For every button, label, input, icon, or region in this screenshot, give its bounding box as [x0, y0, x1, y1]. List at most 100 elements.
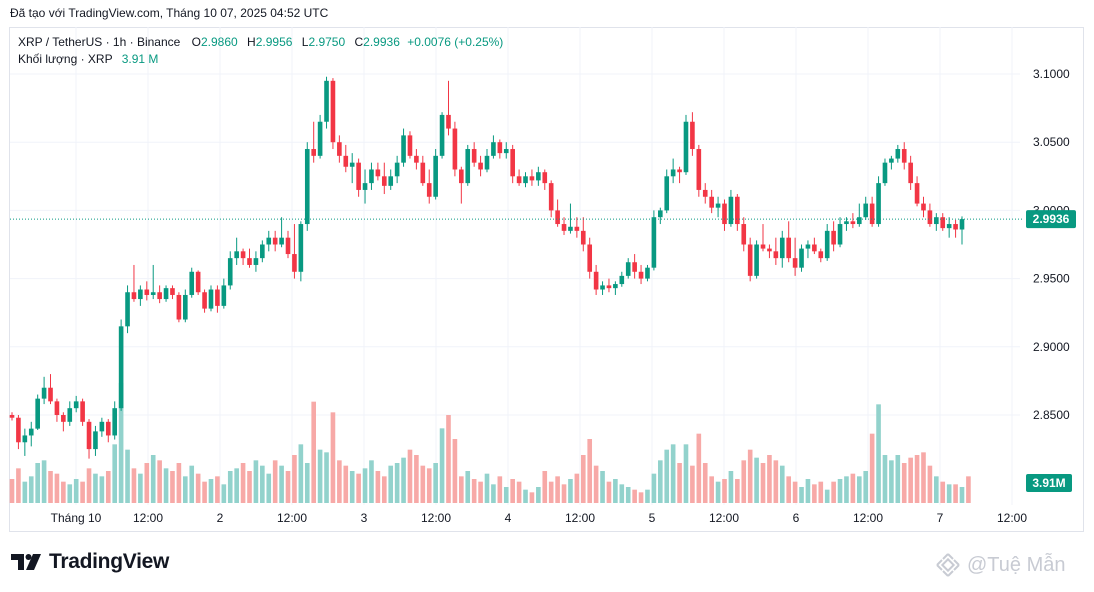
- volume-bars: [9, 383, 971, 503]
- author-watermark: @Tuệ Mẫn: [935, 552, 1066, 578]
- volume-bar: [831, 481, 836, 503]
- candle-body: [792, 258, 798, 268]
- x-tick-label: Tháng 10: [51, 511, 102, 525]
- candle-body: [600, 285, 605, 290]
- candle-body: [568, 226, 573, 231]
- candle-body: [221, 285, 227, 306]
- volume-bar: [536, 487, 541, 503]
- y-tick-label: 3.1000: [1033, 67, 1070, 81]
- candle-body: [446, 114, 451, 129]
- candle-body: [837, 224, 843, 245]
- volume-bar: [824, 489, 830, 503]
- candle-body: [118, 326, 124, 409]
- volume-bar: [471, 479, 477, 503]
- volume-bar: [144, 463, 150, 503]
- volume-bar: [375, 471, 381, 503]
- candle-body: [876, 183, 881, 225]
- candle-body: [561, 224, 567, 231]
- candle-body: [260, 244, 265, 259]
- candle-body: [234, 251, 239, 259]
- volume-bar: [118, 383, 124, 503]
- volume-bar: [895, 455, 901, 503]
- chart-frame: [9, 27, 1084, 532]
- candle-body: [645, 267, 650, 279]
- candle-body: [651, 217, 657, 268]
- candle-body: [343, 155, 349, 167]
- candle-body: [786, 237, 791, 259]
- candle-body: [80, 401, 85, 422]
- candle-body: [401, 135, 406, 163]
- candle-body: [163, 288, 169, 300]
- volume-bar: [381, 476, 387, 503]
- candle-body: [856, 217, 862, 225]
- volume-bar: [632, 489, 637, 503]
- candle-body: [895, 149, 901, 159]
- candle-body: [54, 401, 60, 415]
- volume-legend: Khối lượng · XRP 3.91 M: [18, 52, 158, 66]
- volume-bar: [625, 487, 631, 503]
- volume-bar: [330, 412, 336, 503]
- volume-label[interactable]: Khối lượng · XRP: [18, 52, 113, 66]
- volume-bar: [837, 479, 843, 503]
- volume-bar: [863, 471, 869, 503]
- volume-bar: [41, 460, 47, 503]
- volume-bar: [568, 479, 573, 503]
- volume-bar: [934, 476, 939, 503]
- candle-body: [779, 237, 785, 259]
- volume-bar: [465, 471, 471, 503]
- volume-bar: [86, 468, 92, 503]
- volume-bar: [112, 444, 118, 503]
- volume-bar: [901, 463, 907, 503]
- volume-bar: [966, 476, 971, 503]
- candle-body: [272, 237, 278, 245]
- x-tick-label: 12:00: [277, 511, 307, 525]
- candle-body: [863, 203, 869, 218]
- volume-bar: [452, 439, 458, 503]
- candle-body: [606, 285, 612, 289]
- volume-bar: [9, 479, 15, 503]
- open-value: 2.9860: [201, 35, 238, 49]
- volume-bar: [394, 463, 400, 503]
- candle-body: [439, 114, 445, 156]
- candle-body: [754, 244, 759, 276]
- candle-body: [253, 258, 259, 265]
- candle-body: [696, 149, 702, 190]
- x-tick-label: 12:00: [853, 511, 883, 525]
- candle-body: [574, 226, 580, 231]
- x-tick-label: 12:00: [133, 511, 163, 525]
- x-tick-label: 12:00: [997, 511, 1027, 525]
- candle-body: [285, 237, 291, 255]
- volume-bar: [754, 457, 759, 503]
- candle-body: [632, 262, 637, 272]
- volume-bar: [876, 404, 881, 503]
- candle-body: [805, 244, 811, 249]
- candle-body: [824, 230, 830, 259]
- candle-body: [677, 169, 682, 173]
- volume-value: 3.91 M: [121, 52, 159, 66]
- candles: [9, 76, 965, 459]
- volume-bar: [856, 476, 862, 503]
- volume-bar: [510, 479, 515, 503]
- volume-bar: [195, 473, 201, 503]
- candle-body: [908, 162, 913, 184]
- candle-body: [747, 244, 753, 276]
- x-tick-label: 12:00: [565, 511, 595, 525]
- volume-bar: [690, 465, 695, 503]
- volume-bar: [587, 439, 593, 503]
- candle-body: [625, 262, 631, 276]
- volume-bar: [234, 468, 239, 503]
- tradingview-logo[interactable]: TradingView: [11, 550, 169, 574]
- volume-bar: [747, 449, 753, 503]
- volume-bar: [645, 489, 650, 503]
- volume-bar: [600, 471, 605, 503]
- volume-bar: [658, 460, 663, 503]
- symbol-label[interactable]: XRP / TetherUS · 1h · Binance: [18, 35, 181, 49]
- candle-body: [176, 294, 182, 320]
- volume-bar: [138, 473, 143, 503]
- volume-bar: [317, 449, 323, 503]
- volume-bar: [728, 471, 734, 503]
- candle-body: [812, 244, 817, 252]
- candle-body: [112, 408, 118, 436]
- candle-body: [728, 196, 734, 225]
